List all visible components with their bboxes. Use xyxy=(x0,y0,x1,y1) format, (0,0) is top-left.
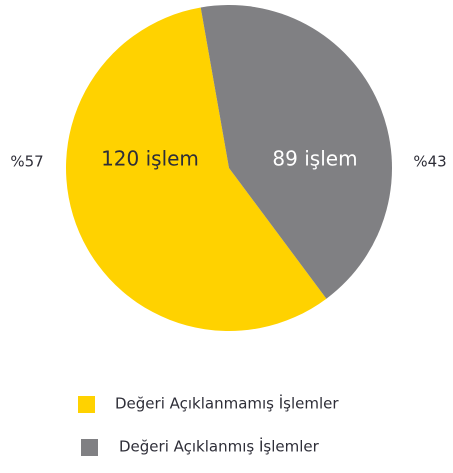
pie-slice xyxy=(200,4,393,299)
slice-label: 120 işlem xyxy=(101,147,199,171)
legend-label: Değeri Açıklanmamış İşlemler xyxy=(115,394,339,413)
percent-label: %43 xyxy=(413,153,446,171)
pie-slice xyxy=(66,7,327,331)
legend-label: Değeri Açıklanmış İşlemler xyxy=(119,437,320,456)
legend-swatch xyxy=(78,396,95,413)
slice-label: 89 işlem xyxy=(272,147,357,171)
legend-swatch xyxy=(81,439,98,456)
percent-label: %57 xyxy=(10,153,43,171)
